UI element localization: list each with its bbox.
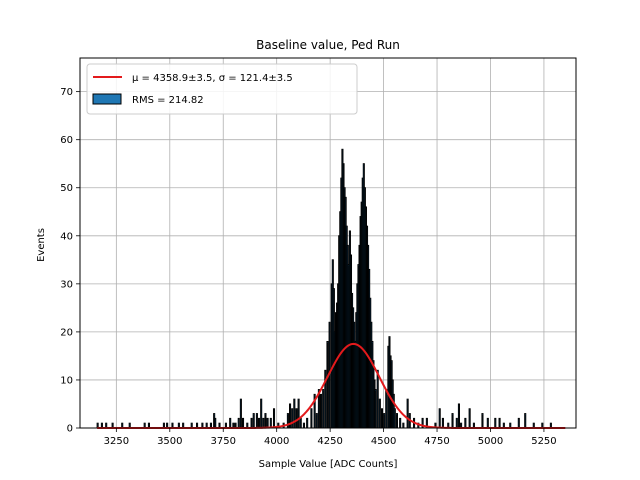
histogram-bar [264, 413, 267, 429]
x-tick-label: 3750 [211, 436, 236, 447]
histogram-bar [258, 417, 261, 429]
x-tick-label: 4000 [264, 436, 289, 447]
y-tick-label: 10 [60, 375, 73, 386]
y-tick-label: 40 [60, 231, 73, 242]
y-tick-label: 50 [60, 183, 73, 194]
histogram-bar [241, 417, 245, 429]
histogram-bar [468, 408, 471, 429]
histogram-bar [455, 417, 458, 429]
histogram-bar [376, 369, 379, 429]
y-tick-label: 0 [67, 424, 73, 435]
x-tick-label: 3500 [157, 436, 182, 447]
legend: μ = 4358.9±3.5, σ = 121.4±3.5 RMS = 214.… [86, 63, 358, 115]
histogram-bar [310, 408, 313, 429]
y-tick-label: 60 [60, 135, 73, 146]
histogram-bar [395, 413, 398, 429]
histogram-bar [481, 413, 484, 429]
x-tick-label: 4250 [317, 436, 342, 447]
y-axis-title: Events [36, 228, 47, 262]
histogram-bar [214, 417, 217, 429]
histogram-bar [494, 417, 497, 429]
histogram-bar [299, 417, 302, 429]
legend-box [86, 63, 358, 115]
plot-frame [79, 57, 577, 429]
histogram-bar [406, 398, 409, 429]
y-axis-ticks: 0 10 20 30 40 50 60 70 [60, 87, 80, 435]
histogram-bar [402, 422, 405, 429]
histogram-bar [438, 408, 441, 429]
y-tick-label: 70 [60, 87, 73, 98]
x-tick-label: 4750 [424, 436, 449, 447]
histogram-bar [378, 398, 381, 429]
legend-fit-label: μ = 4358.9±3.5, σ = 121.4±3.5 [132, 73, 293, 84]
histogram-bar [229, 417, 232, 429]
x-tick-label: 3250 [104, 436, 129, 447]
histogram-bar [498, 417, 501, 429]
x-axis-ticks: 3250 3500 3750 4000 4250 4500 4750 5000 5250 [104, 428, 557, 447]
x-tick-label: 5250 [531, 436, 556, 447]
histogram-bar [295, 408, 298, 429]
histogram-bar [322, 389, 325, 429]
histogram-bar [326, 341, 329, 429]
histogram-bar [315, 413, 318, 429]
histogram-bar [286, 413, 289, 429]
histogram-bar [239, 398, 242, 429]
histogram-bar [524, 413, 527, 429]
histogram-bar [464, 417, 467, 429]
histogram-bar [486, 417, 489, 429]
histogram-bar [374, 389, 377, 429]
histogram-bar [252, 413, 255, 429]
legend-hist-label: RMS = 214.82 [132, 95, 204, 106]
x-axis-title: Sample Value [ADC Counts] [259, 459, 398, 470]
chart-title: Baseline value, Ped Run [256, 38, 400, 52]
histogram-bar [451, 413, 454, 429]
histogram-bar [291, 408, 294, 429]
histogram-bar [255, 413, 258, 429]
histogram-bar [383, 413, 386, 429]
x-tick-label: 5000 [478, 436, 503, 447]
histogram-bar [320, 393, 323, 429]
histogram-bar [266, 417, 269, 429]
x-tick-label: 4500 [371, 436, 396, 447]
histogram-bar [250, 417, 253, 429]
histogram-bar [237, 417, 240, 429]
histogram-bar [262, 417, 265, 429]
legend-hist-swatch [92, 93, 122, 105]
histogram-bar [399, 417, 402, 429]
histogram-bar [306, 417, 309, 429]
histogram-bar [385, 389, 388, 429]
histogram-bar [441, 417, 444, 429]
y-tick-label: 20 [60, 327, 73, 338]
histogram-bar [517, 417, 520, 429]
histogram-bar [457, 403, 460, 429]
histogram-bar [302, 422, 305, 429]
histogram-bar [380, 408, 384, 429]
histogram-bar [260, 398, 263, 429]
histogram-bar [393, 408, 396, 429]
histogram-bar [272, 408, 276, 429]
histogram-bar [293, 398, 296, 429]
histogram-bar [297, 398, 300, 429]
y-tick-label: 30 [60, 279, 73, 290]
